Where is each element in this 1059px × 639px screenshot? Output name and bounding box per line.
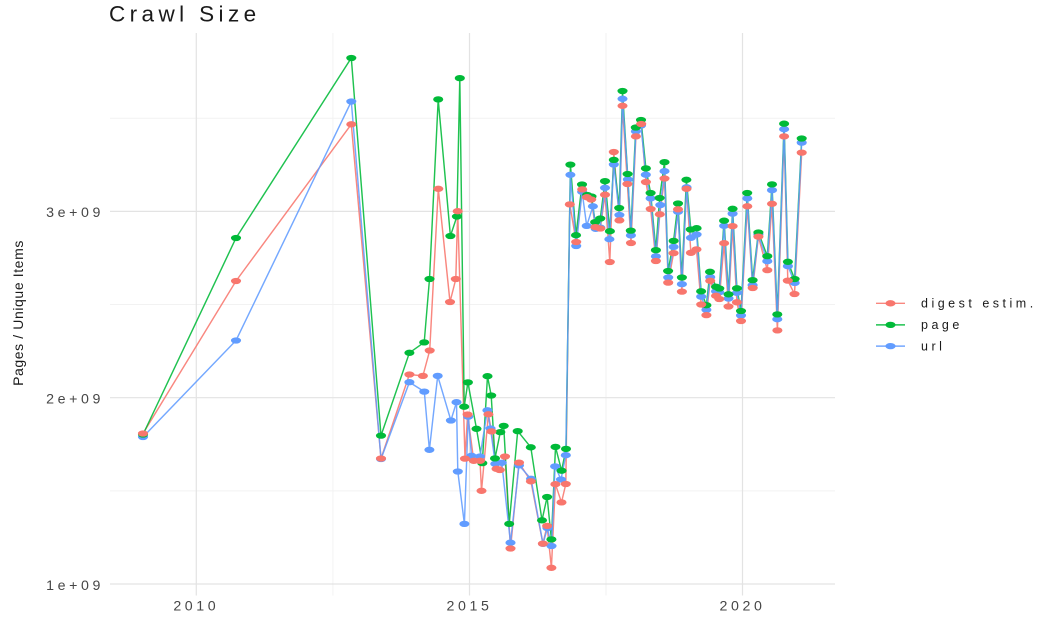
svg-text:2010: 2010 bbox=[173, 599, 219, 615]
svg-text:Crawl Size: Crawl Size bbox=[109, 2, 261, 27]
svg-text:url: url bbox=[921, 339, 945, 353]
svg-text:1e+09: 1e+09 bbox=[46, 578, 104, 594]
svg-text:2e+09: 2e+09 bbox=[46, 392, 104, 408]
svg-text:page: page bbox=[921, 318, 963, 332]
svg-text:2015: 2015 bbox=[447, 599, 493, 615]
svg-text:2020: 2020 bbox=[720, 599, 766, 615]
svg-text:Pages / Unique Items: Pages / Unique Items bbox=[10, 240, 26, 386]
svg-text:3e+09: 3e+09 bbox=[46, 205, 104, 221]
svg-text:digest estim.: digest estim. bbox=[921, 297, 1037, 311]
